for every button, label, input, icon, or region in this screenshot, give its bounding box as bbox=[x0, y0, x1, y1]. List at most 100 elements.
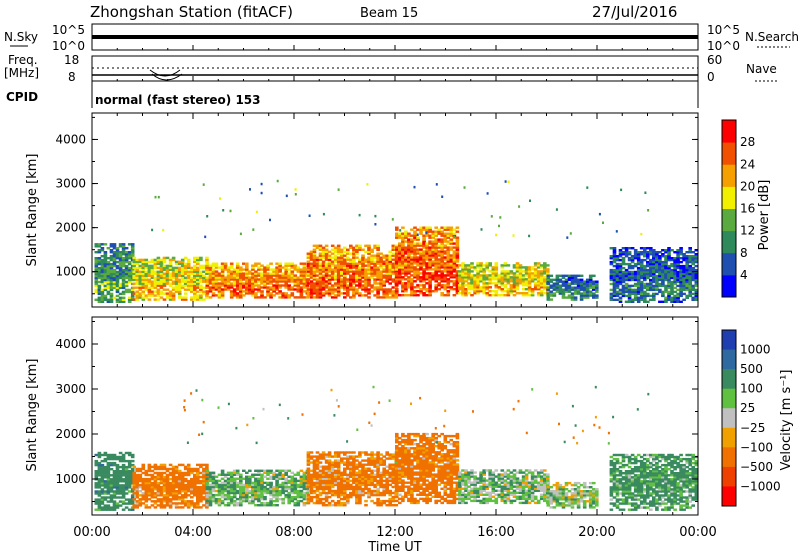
echo-cell bbox=[500, 264, 505, 267]
echo-cell bbox=[306, 262, 311, 265]
echo-cell bbox=[109, 286, 114, 290]
echo-cell bbox=[112, 457, 117, 461]
echo-cell bbox=[94, 500, 99, 503]
echo-cell bbox=[266, 290, 270, 293]
echo-cell bbox=[388, 250, 392, 253]
echo-cell bbox=[135, 262, 139, 266]
echo-cell bbox=[639, 260, 644, 264]
echo-cell bbox=[561, 288, 566, 291]
echo-cell bbox=[296, 471, 301, 474]
echo-cell bbox=[144, 494, 149, 497]
echo-cell bbox=[376, 274, 380, 277]
echo-cell bbox=[379, 266, 383, 269]
echo-cell bbox=[398, 268, 402, 271]
echo-cell bbox=[208, 296, 213, 299]
echo-cell bbox=[293, 485, 298, 489]
echo-cell bbox=[358, 294, 362, 297]
echo-cell bbox=[312, 481, 317, 485]
echo-cell bbox=[636, 251, 641, 254]
echo-cell bbox=[464, 266, 468, 269]
echo-cell bbox=[232, 499, 237, 503]
echo-cell bbox=[407, 256, 411, 259]
echo-cell bbox=[112, 490, 117, 493]
echo-cell bbox=[391, 218, 394, 221]
echo-cell bbox=[275, 288, 279, 291]
echo-cell bbox=[211, 487, 216, 491]
echo-cell bbox=[425, 254, 429, 257]
echo-cell bbox=[649, 280, 653, 284]
echo-cell bbox=[352, 248, 356, 251]
echo-cell bbox=[636, 276, 641, 280]
echo-cell bbox=[202, 492, 206, 495]
echo-cell bbox=[536, 266, 541, 269]
echo-cell bbox=[349, 288, 353, 291]
echo-cell bbox=[100, 468, 105, 471]
echo-cell bbox=[284, 469, 288, 472]
echo-cell bbox=[287, 491, 291, 495]
echo-cell bbox=[97, 480, 102, 483]
echo-cell bbox=[452, 232, 457, 235]
echo-cell bbox=[306, 274, 311, 277]
echo-cell bbox=[318, 254, 323, 257]
echo-cell bbox=[312, 284, 317, 287]
echo-cell bbox=[327, 491, 332, 495]
echo-cell bbox=[546, 294, 551, 297]
echo-cell bbox=[281, 499, 285, 503]
echo-cell bbox=[220, 483, 225, 487]
echo-cell bbox=[533, 276, 538, 279]
echo-cell bbox=[232, 292, 237, 295]
echo-cell bbox=[223, 479, 228, 483]
echo-cell bbox=[226, 501, 231, 505]
echo-cell bbox=[318, 252, 323, 255]
echo-cell bbox=[127, 500, 132, 503]
echo-cell bbox=[180, 481, 185, 485]
echo-cell bbox=[150, 473, 155, 477]
echo-cell bbox=[165, 282, 170, 285]
echo-cell bbox=[364, 274, 368, 277]
echo-cell bbox=[171, 272, 176, 275]
echo-cell bbox=[290, 266, 295, 269]
echo-cell bbox=[633, 284, 638, 288]
echo-cell bbox=[263, 485, 267, 489]
echo-cell bbox=[358, 246, 362, 249]
echo-cell bbox=[183, 264, 188, 268]
echo-cell bbox=[141, 274, 146, 277]
echo-cell bbox=[588, 280, 593, 283]
echo-cell bbox=[470, 278, 474, 281]
echo-cell bbox=[318, 280, 323, 283]
echo-cell bbox=[177, 294, 182, 297]
echo-cell bbox=[615, 262, 620, 266]
echo-cell bbox=[284, 489, 288, 493]
echo-cell bbox=[391, 294, 396, 297]
echo-cell bbox=[168, 481, 173, 485]
echo-cell bbox=[367, 266, 371, 269]
echo-cell bbox=[171, 481, 176, 485]
echo-cell bbox=[667, 258, 671, 262]
echo-cell bbox=[306, 499, 311, 503]
echo-cell bbox=[615, 230, 618, 233]
echo-cell bbox=[127, 280, 132, 284]
echo-cell bbox=[431, 250, 435, 253]
echo-cell bbox=[530, 280, 535, 283]
echo-cell bbox=[452, 252, 457, 255]
echo-cell bbox=[419, 242, 423, 245]
echo-cell bbox=[180, 488, 185, 491]
echo-cell bbox=[103, 474, 108, 477]
echo-cell bbox=[115, 490, 120, 493]
echo-cell bbox=[290, 475, 295, 478]
echo-cell bbox=[463, 186, 466, 189]
echo-cell bbox=[248, 495, 252, 499]
echo-cell bbox=[413, 294, 417, 297]
echo-cell bbox=[434, 278, 438, 281]
echo-cell bbox=[621, 288, 626, 292]
echo-cell bbox=[312, 459, 317, 462]
echo-cell bbox=[312, 278, 317, 281]
echo-cell bbox=[183, 278, 188, 281]
echo-cell bbox=[676, 274, 680, 278]
echo-cell bbox=[284, 278, 288, 281]
echo-cell bbox=[109, 463, 114, 467]
echo-cell bbox=[682, 292, 686, 296]
echo-cell bbox=[177, 488, 182, 491]
echo-cell bbox=[299, 499, 304, 503]
echo-cell bbox=[150, 492, 155, 495]
